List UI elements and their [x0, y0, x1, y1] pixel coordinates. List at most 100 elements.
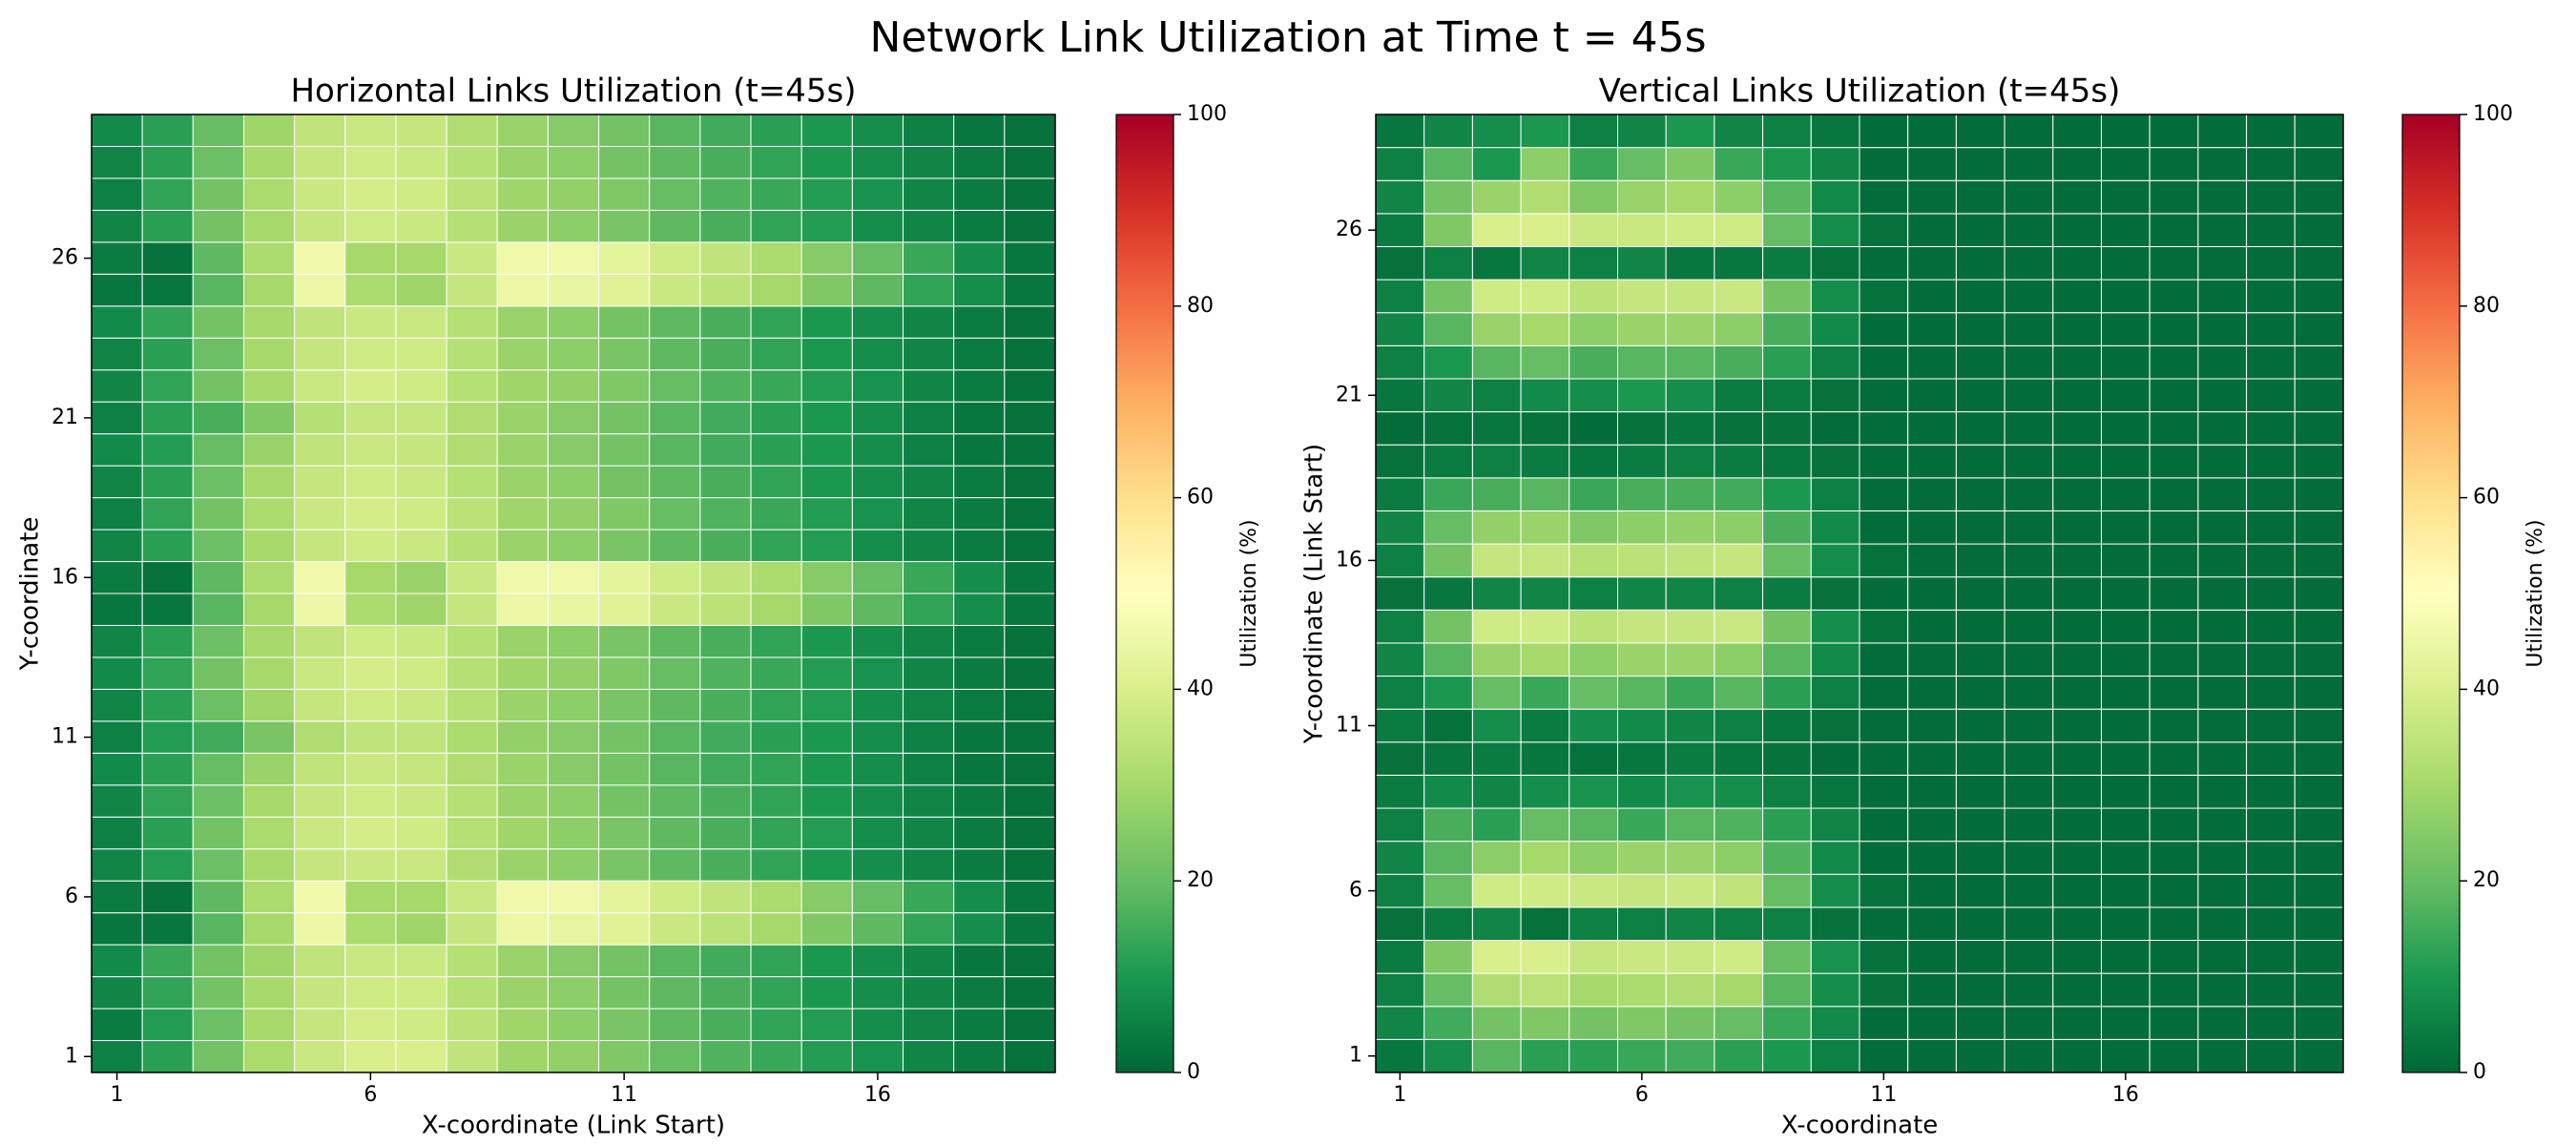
heatmap-cell [1520, 477, 1570, 511]
heatmap-cell [1471, 1038, 1522, 1073]
heatmap-cell [547, 497, 600, 531]
heatmap-cell [953, 624, 1006, 658]
heatmap-cell [1907, 906, 1957, 942]
heatmap-cell [1859, 1038, 1909, 1073]
heatmap-cell [1004, 529, 1056, 563]
heatmap-cell [294, 720, 346, 754]
heatmap-cell [446, 688, 498, 722]
heatmap-cell [2004, 213, 2054, 247]
heatmap-cell [395, 752, 447, 786]
heatmap-cell [192, 114, 244, 147]
heatmap-cell [547, 305, 600, 339]
heatmap-cell [1423, 411, 1473, 446]
heatmap-cell [192, 624, 244, 658]
heatmap-cell [446, 944, 498, 978]
y-tick-label: 21 [1336, 383, 1362, 406]
heatmap-cell [2052, 510, 2103, 545]
heatmap-cell [1423, 213, 1473, 247]
heatmap-cell [446, 784, 498, 818]
colorbar-label: Utilization (%) [2524, 519, 2547, 667]
heatmap-cell [2246, 213, 2296, 247]
heatmap-cell [2197, 344, 2248, 380]
heatmap-cell [2197, 676, 2248, 710]
heatmap-cell [344, 209, 397, 243]
heatmap-cell [395, 912, 447, 946]
heatmap-cell [141, 1008, 194, 1042]
heatmap-cell [496, 337, 549, 371]
heatmap-cell [1471, 841, 1522, 875]
heatmap-cell [903, 529, 955, 563]
heatmap-cell [547, 752, 600, 786]
heatmap-cell [1004, 145, 1056, 179]
heatmap-cell [750, 529, 802, 563]
heatmap-cell [598, 561, 651, 594]
heatmap-cell [953, 593, 1006, 626]
heatmap-cell [1762, 642, 1812, 677]
y-tick-label: 6 [65, 885, 78, 908]
heatmap-cell [1568, 676, 1619, 710]
heatmap-cell [1714, 411, 1764, 446]
heatmap-cell [953, 976, 1006, 1010]
heatmap-cell [1617, 510, 1667, 545]
heatmap-cell [192, 912, 244, 946]
heatmap-cell [1859, 510, 1909, 545]
heatmap-cell [1955, 741, 2005, 776]
heatmap-cell [800, 912, 853, 946]
colorbar [2401, 114, 2461, 1073]
heatmap-cell [242, 114, 296, 147]
heatmap-cell [2246, 708, 2296, 743]
heatmap-cell [1762, 543, 1812, 578]
heatmap-cell [192, 1040, 244, 1073]
heatmap-cell [851, 880, 904, 914]
heatmap-cell [547, 976, 600, 1010]
heatmap-cell [496, 912, 549, 946]
heatmap-cell [851, 944, 904, 978]
heatmap-cell [242, 465, 296, 499]
heatmap-cell [1375, 444, 1425, 479]
heatmap-cell [242, 337, 296, 371]
heatmap-cell [1859, 543, 1909, 578]
heatmap-cell [649, 688, 701, 722]
figure-title: Network Link Utilization at Time t = 45s [869, 13, 1706, 62]
heatmap-cell [446, 529, 498, 563]
heatmap-cell [699, 561, 752, 594]
heatmap-cell [800, 848, 853, 882]
heatmap-cell [699, 145, 752, 179]
heatmap-cell [547, 337, 600, 371]
heatmap-cell [496, 656, 549, 690]
heatmap-cell [1810, 411, 1860, 446]
heatmap-cell [1810, 906, 1860, 942]
heatmap-cell [953, 465, 1006, 499]
heatmap-cell [750, 433, 802, 467]
heatmap-cell [395, 465, 447, 499]
colorbar-tick-label: 40 [2473, 677, 2500, 700]
heatmap-cell [294, 529, 346, 563]
heatmap-cell [1568, 477, 1619, 511]
heatmap-cell [294, 688, 346, 722]
heatmap-cell [242, 752, 296, 786]
heatmap-cell [242, 593, 296, 626]
heatmap-cell [294, 752, 346, 786]
heatmap-cell [1762, 609, 1812, 644]
heatmap-cell [1714, 576, 1764, 611]
heatmap-cell [953, 401, 1006, 435]
heatmap-cell [1520, 378, 1570, 413]
heatmap-cell [141, 880, 194, 914]
heatmap-cell [2004, 245, 2054, 281]
heatmap-cell [395, 944, 447, 978]
heatmap-cell [91, 177, 143, 211]
heatmap-cell [294, 944, 346, 978]
heatmap-cell [750, 337, 802, 371]
heatmap-cell [1810, 576, 1860, 611]
heatmap-cell [851, 209, 904, 243]
heatmap-cell [1520, 708, 1570, 743]
heatmap-cell [2149, 378, 2199, 413]
heatmap-cell [1810, 609, 1860, 644]
heatmap-cell [1762, 510, 1812, 545]
heatmap-cell [750, 145, 802, 179]
heatmap-cell [192, 273, 244, 307]
heatmap-cell [192, 1008, 244, 1042]
heatmap-cell [344, 816, 397, 850]
heatmap-cell [496, 624, 549, 658]
heatmap-cell [1714, 114, 1764, 149]
